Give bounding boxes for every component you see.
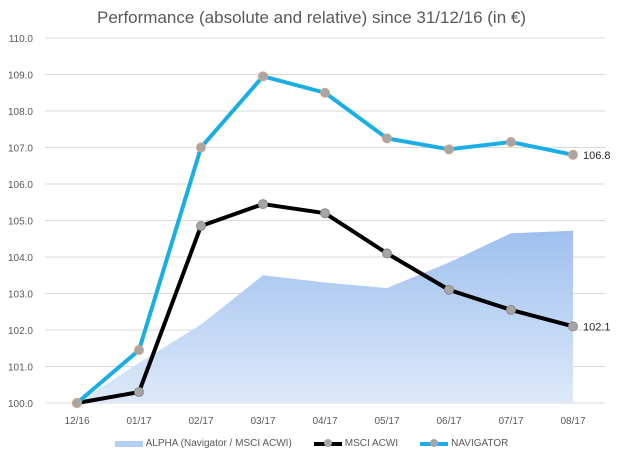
legend-swatch [420,438,449,447]
plot-area: 100.0 101.0 102.0 103.0 104.0 105.0 106.0 107.0… [8,34,611,427]
data-point-navigator [72,398,82,408]
y-tick-label: 104.0 [8,253,33,264]
data-point-navigator [382,133,392,144]
y-tick-label: 108.0 [8,107,33,118]
data-point-msci [444,284,454,295]
x-tick-label: 07/17 [498,416,523,427]
data-point-msci [382,248,392,259]
data-label-navigator: 106.8 [583,150,611,162]
y-tick-label: 107.0 [8,144,33,155]
legend-item: ALPHA (Navigator / MSCI ACWI) [114,438,292,449]
data-point-msci [568,321,578,332]
data-point-navigator [134,345,144,356]
chart-title: Performance (absolute and relative) sinc… [96,8,526,27]
data-label-msci: 102.1 [583,321,611,333]
x-tick-label: 06/17 [436,416,461,427]
data-point-msci [196,220,206,231]
data-point-msci [134,387,144,398]
legend-swatch [313,438,342,447]
data-point-navigator [258,71,268,82]
x-tick-label: 04/17 [312,416,337,427]
legend: ALPHA (Navigator / MSCI ACWI) MSCI ACWI NA… [0,438,623,449]
legend-label: MSCI ACWI [344,438,399,449]
legend-item: NAVIGATOR [420,438,508,449]
data-point-navigator [444,144,454,155]
data-point-navigator [568,149,578,160]
series-area-alpha [77,230,573,403]
legend-item: MSCI ACWI [313,438,399,449]
y-tick-label: 101.0 [8,363,33,374]
y-tick-label: 102.0 [8,326,33,337]
legend-swatch [114,440,143,447]
x-tick-label: 12/16 [64,416,89,427]
x-tick-label: 01/17 [126,416,151,427]
y-tick-label: 105.0 [8,217,33,228]
legend-label: ALPHA (Navigator / MSCI ACWI) [145,438,292,449]
y-tick-label: 103.0 [8,290,33,301]
x-tick-label: 03/17 [250,416,275,427]
data-point-msci [506,304,516,315]
data-point-navigator [506,137,516,148]
legend-label: NAVIGATOR [451,438,509,449]
x-tick-label: 05/17 [374,416,399,427]
x-tick-label: 08/17 [560,416,585,427]
y-tick-label: 110.0 [9,34,34,45]
y-tick-label: 100.0 [8,399,33,410]
data-point-navigator [196,142,206,153]
y-tick-label: 109.0 [8,71,33,82]
data-point-navigator [320,87,330,98]
data-point-msci [320,208,330,219]
data-point-msci [258,199,268,210]
x-tick-label: 02/17 [188,416,213,427]
y-tick-label: 106.0 [8,180,33,191]
